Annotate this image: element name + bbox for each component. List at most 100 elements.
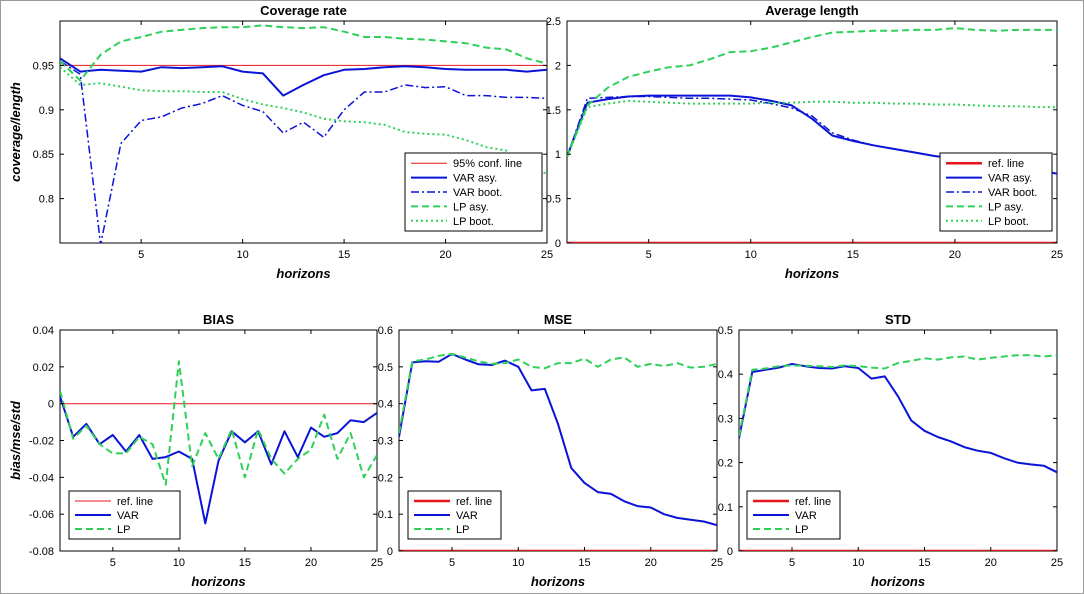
legend: 95% conf. line VAR asy. VAR boot. LP asy. LP… — [404, 152, 543, 232]
y-tick-label: 0.1 — [378, 509, 393, 521]
legend-label-lp: LP — [456, 524, 469, 536]
series-line-lp-boot — [567, 99, 1057, 158]
y-tick-label: -0.06 — [29, 509, 54, 521]
y-tick-label: 0 — [555, 238, 561, 250]
legend-label-ref-line: ref. line — [117, 496, 153, 508]
y-tick-label: 0.8 — [39, 194, 54, 206]
y-tick-label: 0 — [727, 546, 733, 558]
series-line-var-asy — [60, 57, 547, 97]
x-tick-label: 25 — [371, 557, 383, 569]
x-tick-label: 25 — [1051, 249, 1063, 261]
x-tick-label: 10 — [745, 249, 757, 261]
y-tick-label: -0.02 — [29, 436, 54, 448]
std-title: STD — [885, 312, 911, 327]
x-tick-label: 20 — [305, 557, 317, 569]
coverage-rate-title: Coverage rate — [260, 3, 347, 18]
y-tick-label: 0 — [387, 546, 393, 558]
legend-label-lp: LP — [795, 524, 808, 536]
y-tick-label: 0.1 — [718, 502, 733, 514]
x-tick-label: 5 — [110, 557, 116, 569]
legend-label-var-asy: VAR asy. — [453, 173, 497, 185]
y-axis-label: bias/mse/std — [8, 400, 23, 480]
y-tick-label: 0.95 — [33, 60, 54, 72]
y-tick-label: 0.3 — [378, 436, 393, 448]
series-line-lp — [739, 354, 1057, 437]
average-length-chart: 5 10 15 20 25 0 0.5 1 1.5 2 2.5 Average length horiz… — [546, 3, 1063, 281]
legend-label-95pct-conf-line: 95% conf. line — [453, 158, 522, 170]
axes-frame — [59, 20, 548, 244]
y-tick-label: -0.08 — [29, 546, 54, 558]
y-tick-label: 0.4 — [718, 369, 733, 381]
x-axis-label: horizons — [785, 266, 839, 281]
y-tick-label: 0.5 — [378, 362, 393, 374]
y-tick-label: 0.6 — [378, 325, 393, 337]
series-line-var — [60, 395, 377, 525]
legend-box — [407, 490, 502, 540]
x-tick-label: 20 — [949, 249, 961, 261]
legend: ref. line VAR asy. VAR boot. LP asy. LP boot… — [939, 152, 1053, 232]
x-tick-label: 5 — [138, 249, 144, 261]
legend: ref. line VAR LP — [68, 490, 181, 540]
x-axis-label: horizons — [531, 574, 585, 589]
legend: ref. line VAR LP — [407, 490, 502, 540]
series-line-lp-asy — [60, 24, 547, 82]
x-tick-label: 15 — [239, 557, 251, 569]
legend-label-ref-line: ref. line — [795, 496, 831, 508]
y-tick-label: 1.5 — [546, 105, 561, 117]
x-tick-label: 10 — [237, 249, 249, 261]
x-tick-label: 5 — [449, 557, 455, 569]
x-tick-label: 15 — [847, 249, 859, 261]
y-tick-label: -0.04 — [29, 472, 54, 484]
legend-label-var-boot: VAR boot. — [453, 187, 502, 199]
x-tick-label: 25 — [541, 249, 553, 261]
series-line-lp-asy — [567, 27, 1057, 158]
y-tick-label: 1 — [555, 149, 561, 161]
legend-label-var: VAR — [117, 510, 139, 522]
legend-label-var: VAR — [795, 510, 817, 522]
series-line-var-boot — [567, 95, 1057, 175]
bias-title: BIAS — [203, 312, 234, 327]
y-tick-label: 0.2 — [378, 472, 393, 484]
y-axis-label: coverage/length — [8, 82, 23, 182]
x-tick-label: 10 — [173, 557, 185, 569]
x-tick-label: 15 — [338, 249, 350, 261]
bias-chart: 5 10 15 20 25 -0.08 -0.06 -0.04 -0.02 0 0.02 0.04 BI… — [8, 312, 383, 589]
x-tick-label: 5 — [646, 249, 652, 261]
y-tick-label: 0.02 — [33, 362, 54, 374]
legend-label-lp-boot: LP boot. — [453, 216, 494, 228]
std-chart: 5 10 15 20 25 0 0.1 0.2 0.3 0.4 0.5 STD horizons ref.… — [718, 312, 1063, 589]
y-tick-label: 0.04 — [33, 325, 54, 337]
y-tick-label: 0.2 — [718, 458, 733, 470]
legend-label-lp-boot: LP boot. — [988, 216, 1029, 228]
x-tick-label: 5 — [789, 557, 795, 569]
series-line-var — [739, 363, 1057, 474]
average-length-title: Average length — [765, 3, 858, 18]
x-tick-label: 20 — [645, 557, 657, 569]
legend: ref. line VAR LP — [746, 490, 841, 540]
y-tick-label: 0.5 — [718, 325, 733, 337]
coverage-rate-chart: 5 10 15 20 25 0.8 0.85 0.9 0.95 Coverage rate hori… — [8, 3, 553, 281]
series-line-lp — [60, 360, 377, 486]
x-tick-label: 15 — [578, 557, 590, 569]
y-tick-label: 0.4 — [378, 399, 393, 411]
x-tick-label: 25 — [1051, 557, 1063, 569]
x-axis-label: horizons — [871, 574, 925, 589]
series-line-lp — [399, 352, 717, 434]
legend-label-var-asy: VAR asy. — [988, 173, 1032, 185]
legend-label-lp: LP — [117, 524, 130, 536]
x-tick-label: 25 — [711, 557, 723, 569]
x-axis-label: horizons — [276, 266, 330, 281]
legend-label-lp-asy: LP asy. — [988, 201, 1024, 213]
mse-title: MSE — [544, 312, 573, 327]
legend-label-ref-line: ref. line — [456, 496, 492, 508]
y-tick-label: 2 — [555, 60, 561, 72]
legend-label-ref-line: ref. line — [988, 158, 1024, 170]
y-tick-label: 0.3 — [718, 413, 733, 425]
y-tick-label: 0 — [48, 399, 54, 411]
x-tick-label: 15 — [918, 557, 930, 569]
x-tick-label: 10 — [852, 557, 864, 569]
x-tick-label: 20 — [439, 249, 451, 261]
y-tick-label: 0.9 — [39, 105, 54, 117]
